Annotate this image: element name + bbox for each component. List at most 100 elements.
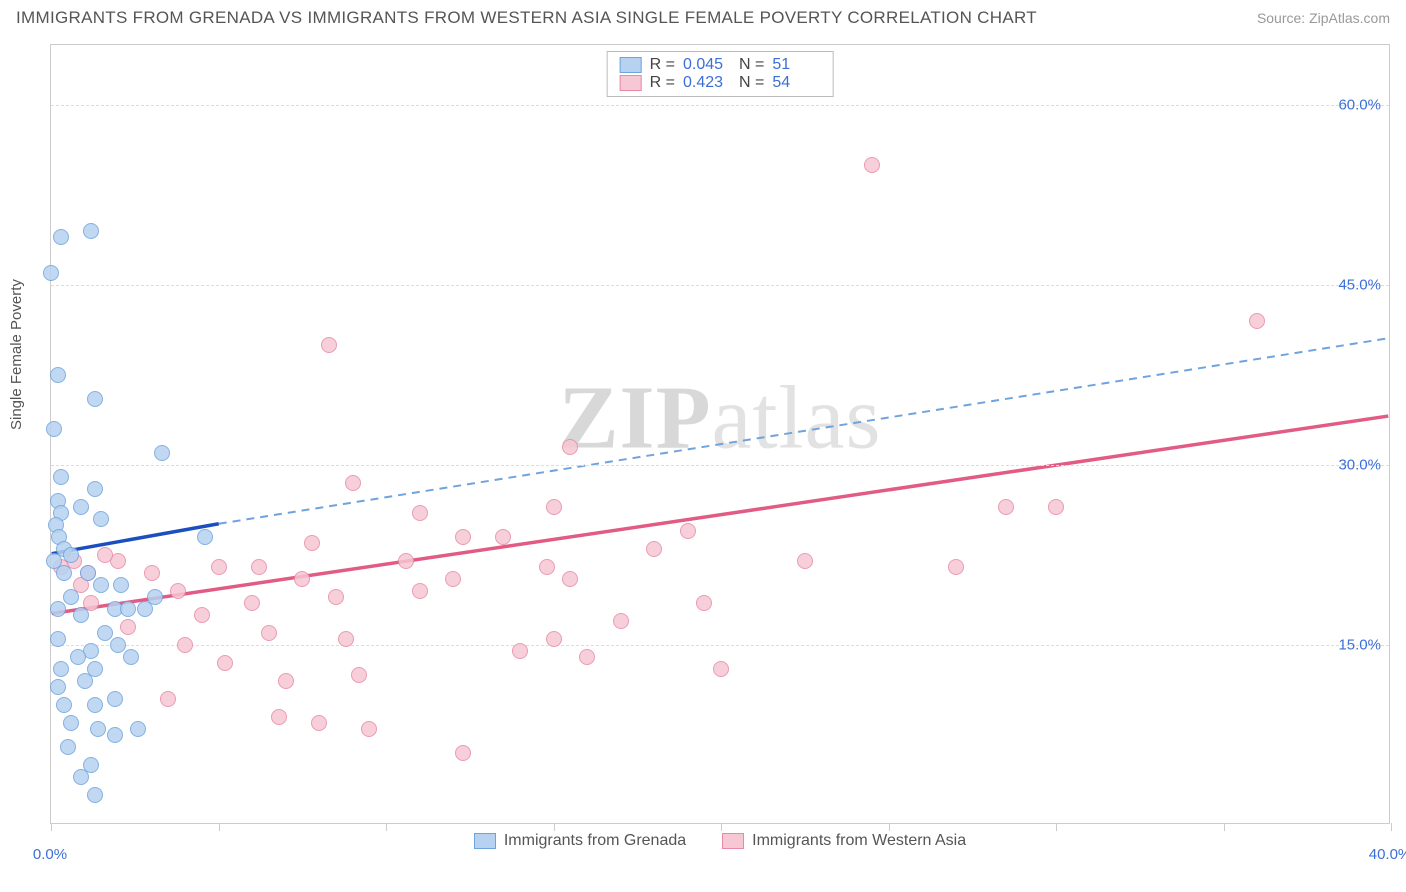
n-value: 54	[772, 74, 820, 92]
data-point	[328, 589, 344, 605]
data-point	[361, 721, 377, 737]
data-point	[87, 481, 103, 497]
data-point	[144, 565, 160, 581]
data-point	[398, 553, 414, 569]
data-point	[80, 565, 96, 581]
scatter-svg	[51, 45, 1389, 823]
data-point	[512, 643, 528, 659]
gridline	[51, 285, 1389, 286]
data-point	[60, 739, 76, 755]
data-point	[211, 559, 227, 575]
y-tick-label: 60.0%	[1338, 97, 1381, 114]
data-point	[338, 631, 354, 647]
r-value: 0.423	[683, 74, 731, 92]
legend-row-grenada: R = 0.045 N = 51	[620, 56, 821, 74]
legend-item-grenada: Immigrants from Grenada	[474, 832, 686, 850]
data-point	[73, 499, 89, 515]
data-point	[113, 577, 129, 593]
swatch-icon	[474, 833, 496, 849]
data-point	[613, 613, 629, 629]
data-point	[194, 607, 210, 623]
data-point	[646, 541, 662, 557]
gridline	[51, 465, 1389, 466]
legend-series: Immigrants from Grenada Immigrants from …	[50, 832, 1390, 850]
data-point	[53, 229, 69, 245]
data-point	[1249, 313, 1265, 329]
legend-row-western-asia: R = 0.423 N = 54	[620, 74, 821, 92]
data-point	[83, 223, 99, 239]
data-point	[1048, 499, 1064, 515]
data-point	[147, 589, 163, 605]
chart-title: IMMIGRANTS FROM GRENADA VS IMMIGRANTS FR…	[16, 8, 1037, 28]
data-point	[63, 547, 79, 563]
data-point	[50, 631, 66, 647]
n-label: N =	[739, 56, 764, 74]
legend-label: Immigrants from Western Asia	[752, 832, 966, 850]
data-point	[97, 625, 113, 641]
swatch-icon	[620, 75, 642, 91]
swatch-icon	[722, 833, 744, 849]
data-point	[63, 589, 79, 605]
data-point	[197, 529, 213, 545]
data-point	[93, 577, 109, 593]
r-value: 0.045	[683, 56, 731, 74]
data-point	[107, 691, 123, 707]
data-point	[797, 553, 813, 569]
data-point	[43, 265, 59, 281]
n-value: 51	[772, 56, 820, 74]
data-point	[696, 595, 712, 611]
legend-label: Immigrants from Grenada	[504, 832, 686, 850]
data-point	[680, 523, 696, 539]
x-tick	[1391, 823, 1392, 831]
data-point	[311, 715, 327, 731]
data-point	[294, 571, 310, 587]
data-point	[304, 535, 320, 551]
data-point	[97, 547, 113, 563]
data-point	[77, 673, 93, 689]
data-point	[455, 529, 471, 545]
data-point	[495, 529, 511, 545]
data-point	[244, 595, 260, 611]
data-point	[70, 649, 86, 665]
data-point	[50, 601, 66, 617]
data-point	[53, 661, 69, 677]
data-point	[120, 619, 136, 635]
data-point	[345, 475, 361, 491]
y-tick-label: 15.0%	[1338, 637, 1381, 654]
data-point	[579, 649, 595, 665]
data-point	[546, 499, 562, 515]
data-point	[321, 337, 337, 353]
data-point	[73, 769, 89, 785]
data-point	[713, 661, 729, 677]
data-point	[90, 721, 106, 737]
chart-plot-area: ZIPatlas R = 0.045 N = 51 R = 0.423 N = …	[50, 44, 1390, 824]
data-point	[123, 649, 139, 665]
data-point	[412, 505, 428, 521]
n-label: N =	[739, 74, 764, 92]
data-point	[271, 709, 287, 725]
data-point	[120, 601, 136, 617]
data-point	[177, 637, 193, 653]
data-point	[87, 697, 103, 713]
data-point	[170, 583, 186, 599]
data-point	[998, 499, 1014, 515]
r-label: R =	[650, 74, 675, 92]
data-point	[50, 679, 66, 695]
data-point	[154, 445, 170, 461]
legend-item-western-asia: Immigrants from Western Asia	[722, 832, 966, 850]
source-label: Source: ZipAtlas.com	[1257, 10, 1390, 26]
y-tick-label: 30.0%	[1338, 457, 1381, 474]
data-point	[217, 655, 233, 671]
data-point	[87, 787, 103, 803]
data-point	[562, 439, 578, 455]
data-point	[864, 157, 880, 173]
data-point	[73, 607, 89, 623]
gridline	[51, 105, 1389, 106]
data-point	[87, 391, 103, 407]
data-point	[56, 565, 72, 581]
data-point	[110, 637, 126, 653]
data-point	[107, 727, 123, 743]
gridline	[51, 645, 1389, 646]
data-point	[455, 745, 471, 761]
data-point	[546, 631, 562, 647]
